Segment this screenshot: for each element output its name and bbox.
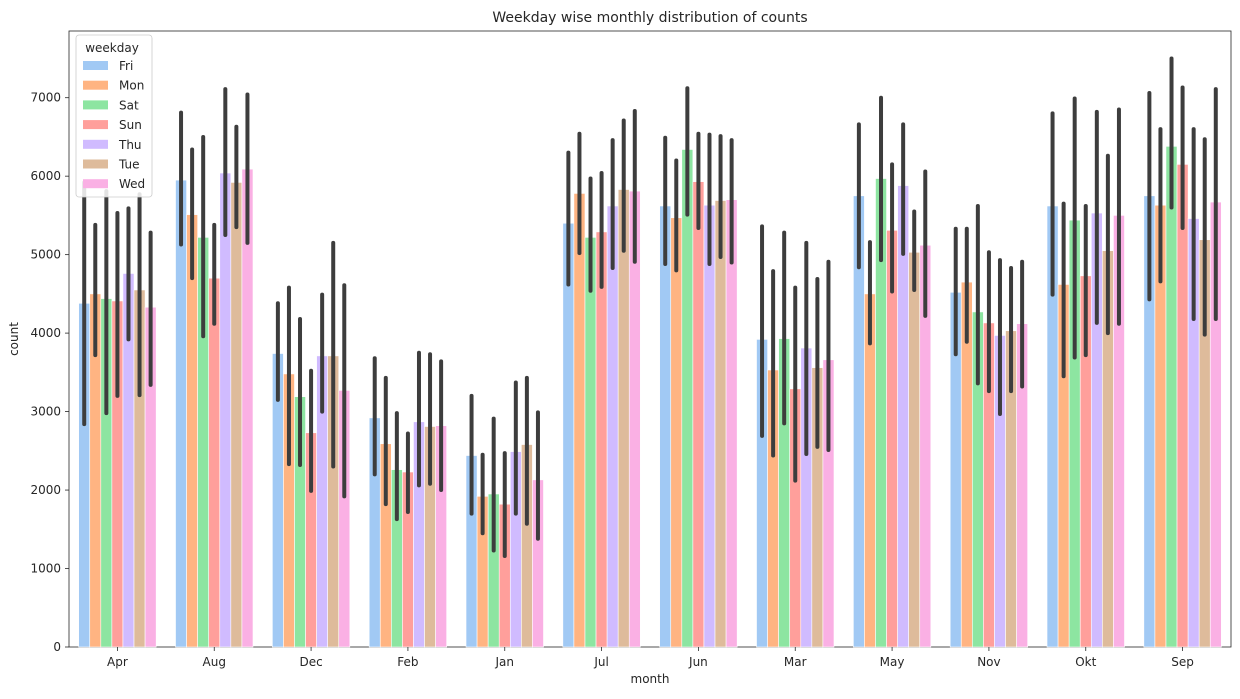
- bar-may-tue: [908, 251, 921, 648]
- errorbars-layer: [82, 56, 1218, 558]
- x-tick-label: Feb: [397, 655, 418, 669]
- chart-title: Weekday wise monthly distribution of cou…: [492, 10, 807, 26]
- bar-sep-sat: [1165, 146, 1178, 648]
- bar-aug-fri: [175, 179, 187, 648]
- bar-jun-wed: [725, 199, 738, 648]
- bar-aug-thu: [219, 172, 232, 648]
- y-tick-label: 4000: [30, 326, 61, 340]
- legend-swatch-wed: [83, 179, 108, 189]
- legend-label-mon: Mon: [119, 79, 144, 93]
- x-tick-label: Mar: [784, 655, 807, 669]
- x-tick-label: Jul: [593, 655, 608, 669]
- legend-title: weekday: [85, 41, 139, 55]
- bar-jul-mon: [573, 193, 586, 648]
- legend-swatch-sun: [83, 120, 108, 130]
- legend-swatch-tue: [83, 159, 108, 169]
- legend-label-sun: Sun: [119, 118, 142, 132]
- legend-label-fri: Fri: [119, 59, 133, 73]
- legend-label-tue: Tue: [118, 158, 140, 172]
- y-axis-label: count: [7, 322, 21, 356]
- bar-jul-fri: [562, 222, 575, 648]
- bar-jun-thu: [703, 204, 716, 648]
- y-tick-label: 0: [53, 640, 61, 654]
- legend-swatch-mon: [83, 80, 108, 90]
- legend: weekday Fri Mon Sat Sun Thu Tue Wed: [75, 34, 153, 198]
- x-tick-label: Okt: [1075, 655, 1096, 669]
- bar-jul-tue: [617, 189, 630, 648]
- y-axis: 0 1000 2000 3000 4000 5000 6000 7000: [30, 91, 69, 654]
- bar-jun-sat: [681, 149, 694, 648]
- x-tick-label: May: [880, 655, 905, 669]
- bar-jun-mon: [670, 217, 683, 648]
- bar-jun-fri: [659, 205, 672, 648]
- legend-swatch-fri: [83, 61, 108, 70]
- legend-box: [75, 34, 153, 198]
- x-tick-label: Nov: [977, 655, 1000, 669]
- bar-jul-sat: [584, 237, 597, 648]
- bar-sep-sun: [1176, 164, 1189, 648]
- plot-area: [68, 30, 1232, 648]
- bar-jul-thu: [606, 205, 619, 648]
- y-tick-label: 2000: [30, 483, 61, 497]
- bar-aug-tue: [230, 182, 243, 648]
- bars-layer: [78, 146, 1222, 648]
- x-tick-label: Apr: [107, 655, 128, 669]
- legend-swatch-thu: [83, 139, 108, 149]
- bar-jul-sun: [595, 231, 608, 648]
- y-tick-label: 7000: [30, 91, 61, 105]
- legend-swatch-sat: [83, 100, 108, 110]
- bar-jun-tue: [714, 200, 727, 648]
- y-tick-label: 3000: [30, 405, 61, 419]
- y-tick-label: 1000: [30, 562, 61, 576]
- x-axis: Apr Aug Dec Feb Jan Jul Jun Mar May Nov Okt Sep: [107, 647, 1194, 669]
- x-tick-label: Sep: [1171, 655, 1194, 669]
- y-tick-label: 6000: [30, 169, 61, 183]
- bar-jun-sun: [692, 181, 705, 648]
- bar-aug-sun: [208, 277, 221, 648]
- x-axis-label: month: [631, 672, 670, 686]
- bar-may-mon: [864, 293, 876, 648]
- x-tick-label: Dec: [299, 655, 322, 669]
- legend-label-thu: Thu: [118, 138, 142, 152]
- y-tick-label: 5000: [30, 248, 61, 262]
- x-tick-label: Aug: [203, 655, 226, 669]
- x-tick-label: Jan: [495, 655, 515, 669]
- legend-label-wed: Wed: [119, 177, 145, 191]
- x-tick-label: Jun: [688, 655, 708, 669]
- legend-label-sat: Sat: [119, 98, 139, 112]
